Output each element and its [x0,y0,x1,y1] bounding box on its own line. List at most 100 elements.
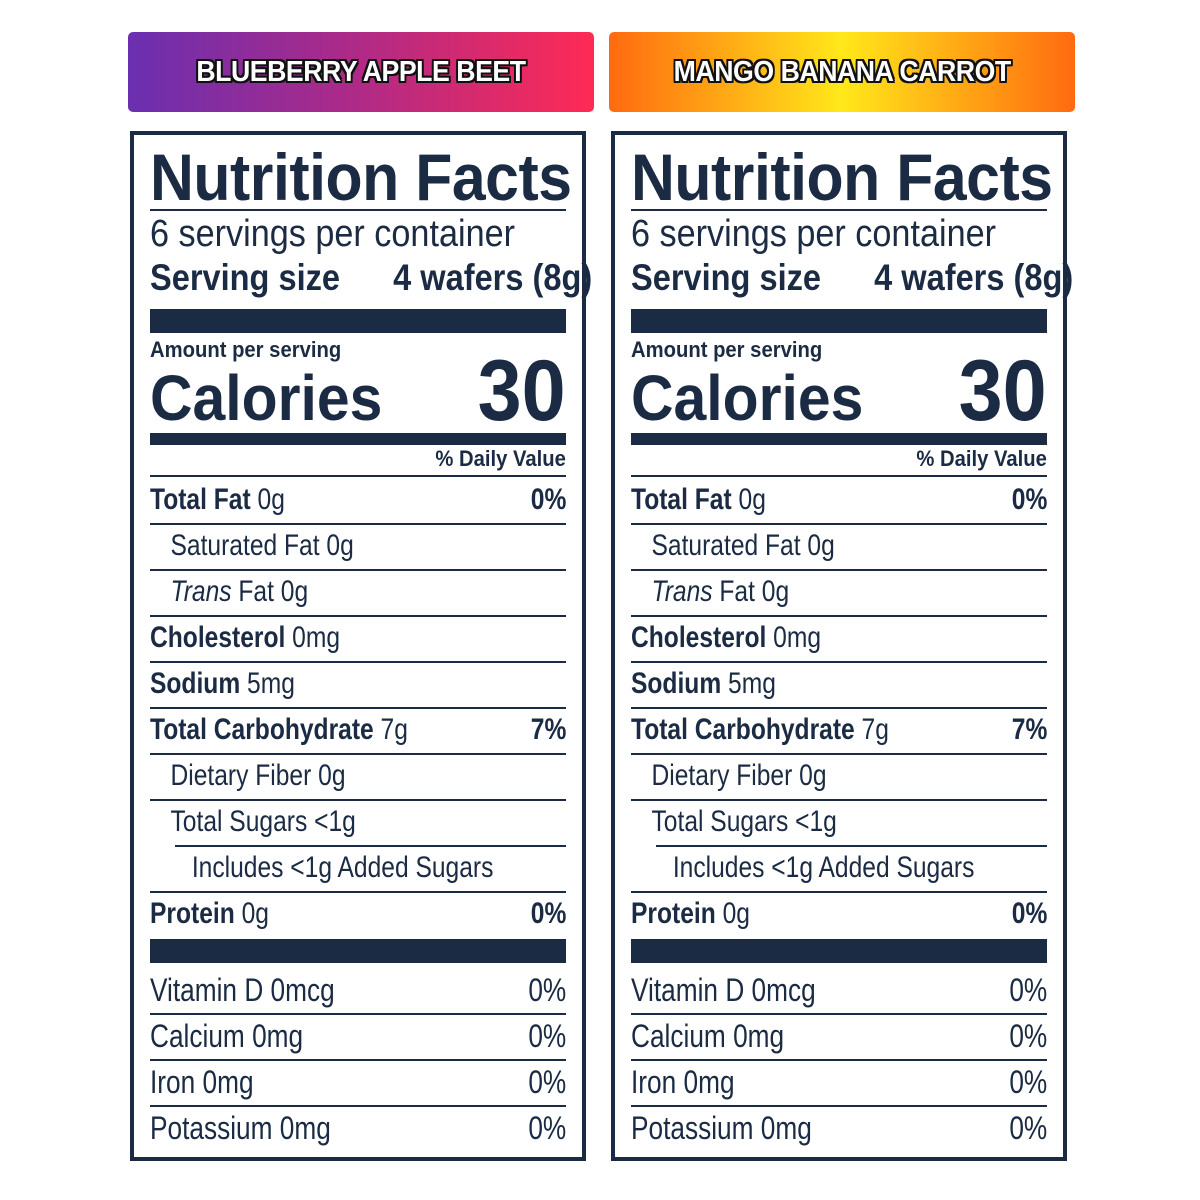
daily-value-percent: 0% [1009,1063,1047,1100]
nutrient-row: Cholesterol 0mg [150,615,566,661]
divider [631,707,1047,709]
daily-value-percent: 7% [1011,713,1047,746]
nutrient-amount: 0g [326,529,354,562]
nutrient-row: Total Carbohydrate 7g 7% [631,707,1047,753]
flavor-banner: MANGO BANANA CARROT [609,32,1075,112]
nutrient-name: Total Fat [150,483,251,516]
nutrient-amount: 5mg [728,667,776,700]
calories-label: Calories [150,362,383,434]
nutrition-facts-label: Nutrition Facts 6 servings per container S… [611,131,1073,1161]
nutrient-amount: 7g [861,713,889,746]
daily-value-percent: 0% [530,483,566,516]
nutrient-text: Saturated Fat 0g [631,529,835,563]
divider [150,615,566,617]
vitamin-name: Potassium 0mg [631,1109,812,1146]
vitamin-row: Vitamin D 0mcg 0% [150,967,566,1013]
label-title: Nutrition Facts [150,140,572,214]
nutrient-name: Sodium [150,667,241,700]
nutrient-name: Sodium [631,667,722,700]
nutrient-row: Total Carbohydrate 7g 7% [150,707,566,753]
nutrient-name: Trans [170,575,232,608]
nutrient-row: Trans Fat 0g [150,569,566,615]
nutrient-row: Total Fat 0g 0% [631,477,1047,523]
nutrient-text: Cholesterol 0mg [631,621,821,655]
daily-value-percent: 0% [1009,1109,1047,1146]
daily-value-percent: 0% [1009,971,1047,1008]
divider [631,569,1047,571]
nutrient-name: Cholesterol [150,621,286,654]
daily-value-percent: 0% [1011,483,1047,516]
nutrient-row: Cholesterol 0mg [631,615,1047,661]
divider [631,891,1047,893]
serving-size-label: Serving size [631,257,822,298]
vitamin-name: Vitamin D 0mcg [631,971,816,1008]
nutrient-amount: 0g [807,529,835,562]
nutrient-row: Protein 0g 0% [150,891,566,937]
nutrient-text: Trans Fat 0g [631,575,790,609]
divider [631,753,1047,755]
nutrient-amount: 0g [722,897,750,930]
label-title: Nutrition Facts [631,140,1053,214]
nutrient-text: Protein 0g [631,897,750,931]
thick-divider [150,939,566,963]
nutrient-row: Dietary Fiber 0g [631,753,1047,799]
flavor-name: MANGO BANANA CARROT [673,55,1011,88]
nutrient-text: Total Sugars <1g [631,805,837,839]
vitamin-row: Vitamin D 0mcg 0% [631,967,1047,1013]
daily-value-percent: 0% [528,1017,566,1054]
divider [150,1105,566,1107]
nutrient-text: Saturated Fat 0g [150,529,354,563]
nutrient-amount: 0mg [773,621,822,654]
servings-per-container: 6 servings per container [631,213,997,255]
nutrient-amount: 5mg [247,667,295,700]
nutrient-name: Total Carbohydrate [150,713,374,746]
nutrient-row: Sodium 5mg [631,661,1047,707]
vitamin-name: Potassium 0mg [150,1109,331,1146]
vitamin-row: Calcium 0mg 0% [150,1013,566,1059]
vitamin-row: Calcium 0mg 0% [631,1013,1047,1059]
nutrient-text: Total Fat 0g [150,483,285,517]
divider [150,475,566,477]
divider [631,661,1047,663]
nutrient-amount: 0g [241,897,269,930]
daily-value-percent: 0% [528,1063,566,1100]
flavor-name: BLUEBERRY APPLE BEET [196,55,526,88]
divider [631,799,1047,801]
daily-value-percent: 0% [1011,897,1047,930]
divider [631,615,1047,617]
nutrient-name: Total Sugars [651,805,789,838]
nutrient-text: Total Carbohydrate 7g [150,713,408,747]
divider [631,1105,1047,1107]
divider [631,1013,1047,1015]
nutrient-name: Total Carbohydrate [631,713,855,746]
medium-divider [631,433,1047,445]
nutrient-row: Saturated Fat 0g [631,523,1047,569]
servings-per-container: 6 servings per container [150,213,516,255]
daily-value-percent: 0% [1009,1017,1047,1054]
flavor-banner: BLUEBERRY APPLE BEET [128,32,594,112]
nutrition-facts-label: Nutrition Facts 6 servings per container S… [130,131,592,1161]
nutrient-name: Dietary Fiber [170,759,312,792]
thick-divider [631,309,1047,333]
nutrient-name: Dietary Fiber [651,759,793,792]
nutrient-amount: <1g [795,805,837,838]
divider [150,891,566,893]
flavor-panel-mango: MANGO BANANA CARROT Nutrition Facts 6 ser… [609,32,1075,1161]
daily-value-header: % Daily Value [916,446,1047,471]
divider [150,707,566,709]
nutrient-row: Total Sugars <1g [150,799,566,845]
nutrient-name: Protein [150,897,235,930]
amount-per-serving: Amount per serving [631,337,823,362]
flavor-panel-blueberry: BLUEBERRY APPLE BEET Nutrition Facts 6 se… [128,32,594,1161]
nutrient-text: Total Fat 0g [631,483,766,517]
divider [150,523,566,525]
vitamin-row: Iron 0mg 0% [631,1059,1047,1105]
daily-value-percent: 0% [530,897,566,930]
divider [175,845,566,847]
nutrient-amount: 0g [257,483,285,516]
nutrient-amount: 0g [799,759,827,792]
daily-value-percent: 0% [528,1109,566,1146]
serving-size: Serving size 4 wafers (8g) [150,257,592,299]
divider [150,209,566,211]
calories-value: 30 [958,343,1047,439]
